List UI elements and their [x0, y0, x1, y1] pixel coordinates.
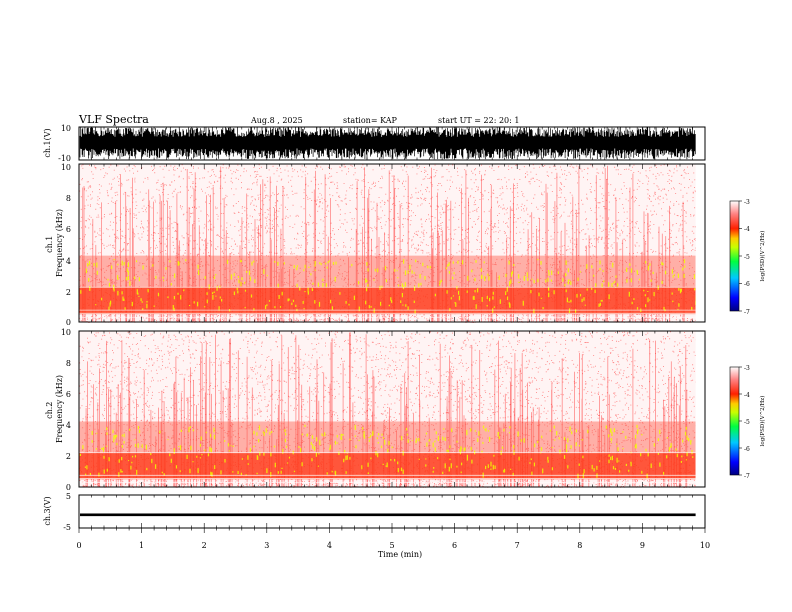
ch1-cb-tick-m6: -6 — [744, 281, 750, 288]
ch1-cb-tick-m7: -7 — [744, 309, 750, 316]
ch2-colorbar-label: log(PSD)(V^2/Hz) — [759, 396, 766, 447]
ch1-freq-tick-4: 4 — [66, 257, 71, 266]
ch1-freq-tick-6: 6 — [66, 225, 71, 234]
ch2-freq-ylabel: ch.2 Frequency (kHz) — [45, 375, 64, 443]
ch1-ylabel: ch.1(V) — [43, 128, 52, 157]
spec1-tail — [695, 164, 705, 322]
ch1-cb-tick-m3: -3 — [744, 199, 750, 206]
x-tick-label-5: 5 — [389, 541, 394, 550]
x-axis-tick-labels: 0 1 2 3 4 5 6 7 8 9 10 — [76, 541, 710, 550]
x-tick-label-0: 0 — [76, 541, 81, 550]
ch2-freq-tick-4: 4 — [66, 421, 71, 430]
date-label: Aug.8 , 2025 — [250, 116, 303, 125]
ch2-freq-ylabel-channel: ch.2 — [45, 402, 54, 419]
station-label: station= KAP — [343, 116, 398, 125]
ch1-colorbar: -3 -4 -5 -6 -7 log(PSD)(V^2/Hz) — [729, 199, 766, 316]
spec1-band — [79, 287, 696, 315]
ch3-waveform-panel: 5 -5 ch.3(V) — [43, 492, 706, 532]
ch1-cb-tick-m5: -5 — [744, 254, 750, 261]
x-axis-label: Time (min) — [378, 550, 422, 559]
ch1-cb-tick-m4: -4 — [744, 226, 750, 233]
ch2-freq-tick-2: 2 — [66, 452, 71, 461]
ch1-spectrogram-panel: 0 2 4 6 8 10 ch.1 Frequency (kHz) — [45, 163, 706, 327]
ch2-cb-tick-m6: -6 — [744, 446, 750, 453]
ch1-freq-ylabel-channel: ch.1 — [45, 236, 54, 253]
ch2-freq-tick-6: 6 — [66, 390, 71, 399]
ch2-cb-tick-m4: -4 — [744, 392, 750, 399]
ch1-waveform-panel: 10 -10 ch.1(V) — [43, 124, 706, 163]
ch2-cb-tick-m7: -7 — [744, 473, 750, 480]
ch2-freq-ticks: 0 2 4 6 8 10 — [61, 328, 71, 492]
ch1-spectrogram-image — [79, 164, 705, 323]
ch1-freq-ticks: 0 2 4 6 8 10 — [61, 163, 71, 327]
ch2-cb-tick-m3: -3 — [744, 365, 750, 372]
ch2-spectrogram-image — [79, 331, 705, 488]
ch3-ylabel: ch.3(V) — [43, 496, 52, 525]
x-tick-label-9: 9 — [640, 541, 645, 550]
spec2-upper-band — [79, 421, 696, 453]
x-tick-label-6: 6 — [452, 541, 457, 550]
ch1-freq-tick-0: 0 — [66, 318, 71, 327]
ch3-waveform-path — [80, 513, 696, 517]
ch1-colorbar-gradient — [729, 200, 740, 312]
ch1-colorbar-label: log(PSD)(V^2/Hz) — [759, 231, 766, 282]
spec1-upper-band — [79, 255, 696, 288]
spec2-tail — [695, 331, 705, 487]
ch3-ytick-bottom: -5 — [63, 523, 71, 532]
ch1-ytick-top: 10 — [61, 124, 71, 133]
x-axis-ticks — [78, 127, 706, 533]
x-tick-label-3: 3 — [264, 541, 269, 550]
x-tick-label-4: 4 — [327, 541, 332, 550]
ch2-freq-tick-0: 0 — [66, 483, 71, 492]
ch2-freq-tick-10: 10 — [61, 328, 71, 337]
ch2-freq-tick-8: 8 — [66, 359, 71, 368]
ch1-freq-tick-2: 2 — [66, 288, 71, 297]
start-time-label: start UT = 22: 20: 1 — [438, 116, 519, 125]
x-tick-label-7: 7 — [515, 541, 520, 550]
ch1-waveform-line — [79, 127, 696, 160]
figure-title: VLF Spectra — [78, 113, 149, 126]
ch3-waveform-line — [80, 513, 696, 517]
ch2-cb-tick-m5: -5 — [744, 419, 750, 426]
ch1-freq-tick-8: 8 — [66, 194, 71, 203]
ch1-freq-ylabel-unit: Frequency (kHz) — [55, 209, 64, 277]
ch2-spectrogram-panel: 0 2 4 6 8 10 ch.2 Frequency (kHz) — [45, 328, 706, 492]
ch2-colorbar-gradient — [729, 366, 740, 476]
spec1-speckle — [79, 164, 697, 323]
ch3-ytick-top: 5 — [66, 492, 71, 501]
ch1-freq-tick-10: 10 — [61, 163, 71, 172]
ch1-ytick-bottom: -10 — [58, 154, 71, 163]
x-tick-label-10: 10 — [700, 541, 710, 550]
x-tick-label-1: 1 — [139, 541, 144, 550]
x-tick-marks — [78, 127, 706, 533]
ch1-freq-ylabel: ch.1 Frequency (kHz) — [45, 209, 64, 277]
x-tick-label-8: 8 — [577, 541, 582, 550]
ch2-colorbar: -3 -4 -5 -6 -7 log(PSD)(V^2/Hz) — [729, 365, 766, 480]
ch2-freq-ylabel-unit: Frequency (kHz) — [55, 375, 64, 443]
ch1-waveform-path — [79, 127, 696, 160]
x-tick-label-2: 2 — [202, 541, 207, 550]
